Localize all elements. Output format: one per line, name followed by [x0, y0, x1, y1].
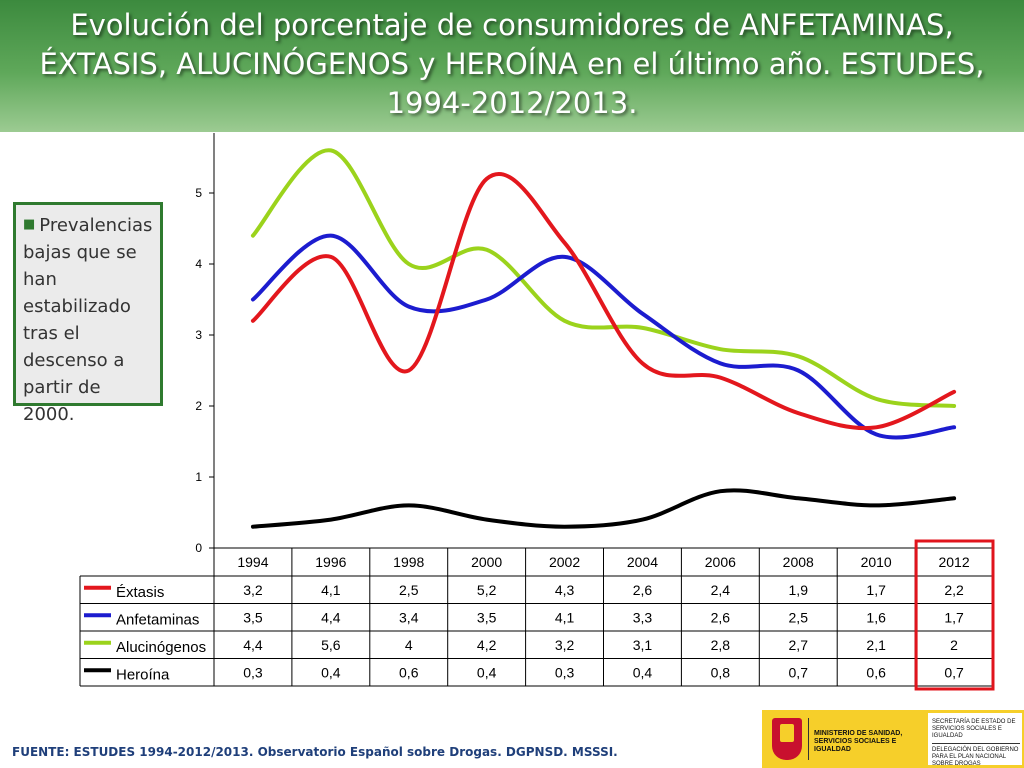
series-line-3	[250, 488, 957, 529]
data-label: 4,3	[555, 582, 575, 598]
data-label: 4,1	[321, 582, 341, 598]
data-label: 1,9	[789, 582, 809, 598]
data-label: 0,7	[789, 664, 809, 680]
logo-divider	[808, 718, 809, 760]
logo-secretaria-text: SECRETARÍA DE ESTADO DE SERVICIOS SOCIAL…	[932, 719, 1020, 744]
x-tick-label: 2010	[861, 554, 892, 570]
y-tick-label: 0	[195, 541, 202, 555]
x-tick-label: 2012	[938, 554, 969, 570]
data-label: 0,6	[399, 664, 419, 680]
x-tick-label: 2006	[705, 554, 736, 570]
source-footer: FUENTE: ESTUDES 1994-2012/2013. Observat…	[12, 745, 618, 759]
x-tick-label: 2002	[549, 554, 580, 570]
logo-delegacion-text: DELEGACIÓN DEL GOBIERNO PARA EL PLAN NAC…	[932, 747, 1019, 767]
y-tick-label: 1	[195, 470, 202, 484]
data-label: 2,5	[789, 609, 809, 625]
data-label: 1,7	[944, 609, 964, 625]
logo-white-panel: SECRETARÍA DE ESTADO DE SERVICIOS SOCIAL…	[928, 713, 1022, 767]
legend-label: Anfetaminas	[116, 611, 199, 628]
legend-label: Éxtasis	[116, 584, 164, 601]
data-label: 3,4	[399, 609, 419, 625]
data-label: 0,7	[944, 664, 964, 680]
data-label: 3,1	[633, 637, 653, 653]
data-label: 0,8	[711, 664, 731, 680]
data-label: 0,6	[866, 664, 886, 680]
ministry-logo: MINISTERIO DE SANIDAD, SERVICIOS SOCIALE…	[762, 710, 1024, 768]
data-label: 2,1	[866, 637, 886, 653]
data-label: 3,5	[243, 609, 263, 625]
data-label: 4	[405, 637, 413, 653]
data-label: 0,3	[243, 664, 263, 680]
data-label: 2,6	[633, 582, 653, 598]
data-label: 4,2	[477, 637, 497, 653]
x-tick-label: 1996	[315, 554, 346, 570]
data-label: 2,4	[711, 582, 731, 598]
x-tick-label: 1998	[393, 554, 424, 570]
data-label: 4,4	[243, 637, 263, 653]
data-label: 2,5	[399, 582, 419, 598]
logo-ministry-text: MINISTERIO DE SANIDAD, SERVICIOS SOCIALE…	[814, 730, 903, 753]
data-label: 3,2	[555, 637, 575, 653]
square-bullet-icon: ■	[23, 217, 36, 232]
data-label: 1,7	[866, 582, 886, 598]
slide-title: Evolución del porcentaje de consumidores…	[39, 8, 985, 120]
note-text: Prevalencias bajas que se han estabiliza…	[23, 215, 153, 425]
data-label: 5,2	[477, 582, 497, 598]
data-label: 2	[950, 637, 958, 653]
data-label: 2,8	[711, 637, 731, 653]
y-tick-label: 4	[195, 257, 202, 271]
data-label: 0,4	[321, 664, 341, 680]
series-line-0	[250, 172, 957, 431]
data-label: 0,4	[633, 664, 653, 680]
data-label: 2,2	[944, 582, 964, 598]
title-bar: Evolución del porcentaje de consumidores…	[0, 0, 1024, 132]
data-label: 5,6	[321, 637, 341, 653]
data-label: 3,3	[633, 609, 653, 625]
data-label: 1,6	[866, 609, 886, 625]
data-label: 2,6	[711, 609, 731, 625]
data-label: 4,4	[321, 609, 341, 625]
data-label: 3,5	[477, 609, 497, 625]
legend-label: Heroína	[116, 666, 170, 683]
y-tick-label: 5	[195, 186, 202, 200]
data-label: 2,7	[789, 637, 809, 653]
data-label: 3,2	[243, 582, 263, 598]
series-line-1	[250, 233, 957, 440]
coat-of-arms-icon	[772, 718, 802, 760]
y-tick-label: 3	[195, 328, 202, 342]
data-label: 0,4	[477, 664, 497, 680]
y-tick-label: 2	[195, 399, 202, 413]
series-line-2	[250, 148, 957, 408]
legend-label: Alucinógenos	[116, 639, 206, 656]
x-tick-label: 2008	[783, 554, 814, 570]
x-tick-label: 2004	[627, 554, 658, 570]
x-tick-label: 2000	[471, 554, 502, 570]
data-label: 0,3	[555, 664, 575, 680]
data-label: 4,1	[555, 609, 575, 625]
x-tick-label: 1994	[237, 554, 268, 570]
note-box: ■ Prevalencias bajas que se han estabiliz…	[13, 202, 163, 425]
highlight-box	[914, 539, 995, 691]
